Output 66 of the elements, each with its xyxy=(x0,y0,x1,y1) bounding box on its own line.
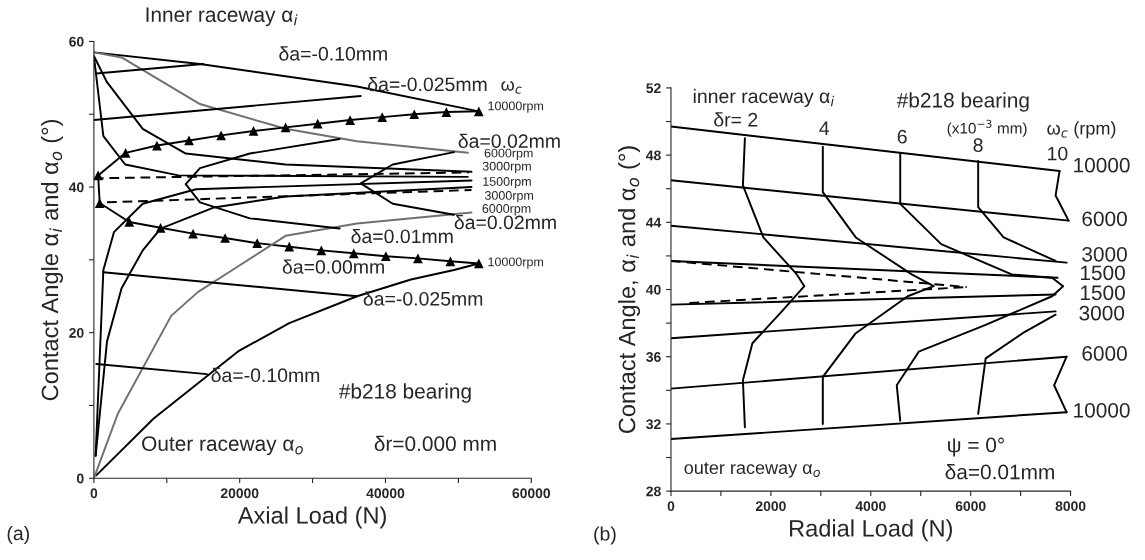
annotation: #b218 bearing xyxy=(338,383,471,403)
x-tick-label: 20000 xyxy=(220,488,259,499)
y-tick-label: 60 xyxy=(69,36,84,47)
text: 6000 xyxy=(1082,346,1127,361)
x-tick-label: 4000 xyxy=(855,501,886,512)
y-tick-label: 40 xyxy=(646,284,661,295)
annotation: 6000rpm xyxy=(482,204,531,216)
annotation: δa=0.00mm xyxy=(282,259,384,274)
x-tick-label: 0 xyxy=(667,501,675,512)
annotation: outer raceway α$_{o}$ xyxy=(684,462,820,478)
x-tick-label: 6000 xyxy=(955,501,986,512)
text: (b) xyxy=(594,526,616,545)
annotation: δa=-0.025mm xyxy=(368,76,487,92)
annotation: 1500rpm xyxy=(483,177,531,189)
annotation: 6000rpm xyxy=(484,148,533,160)
x-tick-label: 2000 xyxy=(755,501,786,512)
y-tick-label: 36 xyxy=(646,352,661,362)
annotation: δa=-0.10mm xyxy=(211,367,320,383)
annotation: δa=-0.025mm xyxy=(363,291,483,306)
text: 1500 xyxy=(1080,285,1125,301)
text: 3000 xyxy=(1079,305,1125,321)
annotation: 10 xyxy=(1048,146,1068,161)
annotation: ω$_{c}$ xyxy=(501,80,522,94)
annotation: 8 xyxy=(973,138,983,153)
text: 3000 xyxy=(1082,246,1127,262)
annotation: #b218 bearing xyxy=(896,92,1029,112)
text: Inner raceway α$_{i}$ xyxy=(146,7,298,27)
x-axis-title: Radial Load (N) xyxy=(790,519,952,542)
annotation: δa=0.01mm xyxy=(945,464,1054,480)
y-axis-title: Contact Angle α$_{i}$ and α$_{o}$ (°) xyxy=(40,119,63,401)
annotation: δr= 2 xyxy=(714,112,758,127)
annotation: 10000rpm xyxy=(488,101,543,113)
y-tick-label: 48 xyxy=(646,150,661,161)
annotation: ψ = 0° xyxy=(948,437,1004,457)
annotation: δa=0.02mm xyxy=(454,214,556,230)
text: 10000 xyxy=(1074,402,1130,418)
y-tick-label: 52 xyxy=(646,83,661,94)
y-tick-label: 0 xyxy=(76,473,84,484)
y-tick-label: 32 xyxy=(646,419,661,430)
x-tick-label: 0 xyxy=(90,488,98,499)
annotation: 10000rpm xyxy=(488,257,543,269)
annotation: δa=0.01mm xyxy=(351,228,453,244)
text: 1500 xyxy=(1080,265,1125,281)
annotation: ω$_{c}$ (rpm) xyxy=(1047,121,1116,139)
x-tick-label: 40000 xyxy=(366,488,405,499)
x-tick-label: 8000 xyxy=(1055,501,1086,512)
annotation: 3000rpm xyxy=(484,191,533,203)
y-tick-label: 20 xyxy=(69,327,84,338)
annotation: 3000rpm xyxy=(482,161,531,174)
annotation: 4 xyxy=(819,121,830,135)
text: 10000 xyxy=(1074,157,1130,173)
annotation: δr=0.000 mm xyxy=(374,435,496,452)
x-tick-label: 60000 xyxy=(512,488,551,499)
y-tick-label: 28 xyxy=(646,486,661,497)
x-axis-title: Axial Load (N) xyxy=(237,506,386,529)
annotation: 6 xyxy=(897,129,907,144)
text: 6000 xyxy=(1082,211,1127,227)
annotation: δa=0.02mm xyxy=(458,133,560,148)
annotation: inner raceway α$_{i}$ xyxy=(693,88,835,107)
y-tick-label: 44 xyxy=(646,217,662,228)
text: (a) xyxy=(7,525,29,545)
y-axis-title: Contact Angle, α$_{i}$ and α$_{o}$ (°) xyxy=(618,146,641,434)
annotation: δa=-0.10mm xyxy=(279,46,387,61)
annotation: Outer raceway α$_{o}$ xyxy=(142,436,303,456)
annotation: (x10$^{−3}$ mm) xyxy=(947,119,1027,137)
y-tick-label: 40 xyxy=(68,182,84,193)
